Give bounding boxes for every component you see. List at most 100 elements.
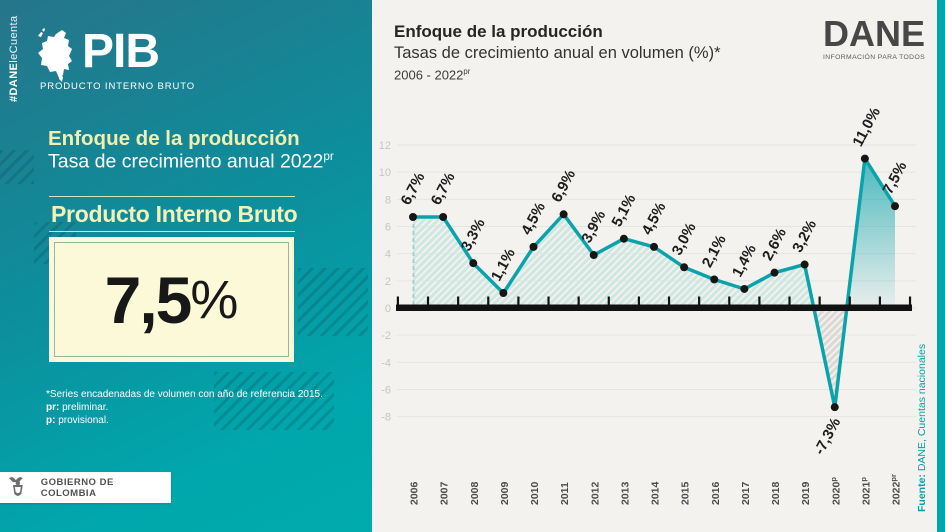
data-point-label: 7,5% bbox=[880, 159, 911, 197]
x-tick-label: 2010 bbox=[529, 481, 541, 505]
x-tick-label: 2021p bbox=[859, 477, 873, 505]
colombia-map-icon bbox=[38, 28, 72, 82]
data-point bbox=[409, 212, 417, 221]
panel-subheading-sup: pr bbox=[323, 150, 334, 163]
footnote-series: *Series encadenadas de volumen con año d… bbox=[46, 389, 323, 400]
chart-subtitle: Tasas de crecimiento anual en volumen (%… bbox=[394, 44, 721, 62]
panel-subheading: Tasa de crecimiento anual 2022pr bbox=[48, 150, 334, 174]
x-tick-label: 2008 bbox=[469, 481, 481, 505]
data-point-label: 1,4% bbox=[729, 242, 760, 280]
x-tick-label: 2014 bbox=[650, 481, 662, 505]
dane-logo-text: DANE bbox=[823, 13, 926, 54]
data-point-label: 3,0% bbox=[669, 220, 700, 258]
data-point-label: 5,1% bbox=[608, 191, 639, 229]
dane-logo-tagline: INFORMACIÓN PARA TODOS bbox=[823, 54, 926, 61]
data-point-label: 4,5% bbox=[639, 200, 670, 238]
y-tick-label: 12 bbox=[379, 140, 391, 152]
data-point-label: 6,7% bbox=[428, 170, 459, 208]
area-fill bbox=[813, 308, 847, 408]
data-point bbox=[499, 289, 508, 298]
data-point bbox=[559, 210, 568, 219]
data-point bbox=[469, 259, 478, 268]
divider-line bbox=[49, 231, 295, 232]
gdp-growth-value: 7,5 bbox=[104, 262, 193, 337]
indicator-title: Producto Interno Bruto bbox=[51, 201, 298, 227]
data-point bbox=[529, 242, 538, 251]
pib-logo-subtitle: PRODUCTO INTERNO BRUTO bbox=[40, 81, 196, 92]
data-point-label: 2,6% bbox=[759, 225, 790, 263]
data-point-label: -7,3% bbox=[811, 415, 844, 458]
left-panel: #DANEleCuenta PIB PRODUCTO INTERNO BRUTO… bbox=[0, 0, 372, 532]
data-point-label: 3,9% bbox=[578, 208, 609, 246]
data-point-label: 3,2% bbox=[789, 217, 820, 255]
footnote-pr-text: preliminar. bbox=[59, 402, 109, 413]
y-tick-label: 2 bbox=[385, 276, 391, 288]
panel-heading: Enfoque de la producción bbox=[48, 127, 300, 150]
gobierno-badge: GOBIERNO DE COLOMBIA bbox=[0, 472, 171, 503]
x-axis-line bbox=[396, 304, 912, 311]
y-tick-label: -4 bbox=[381, 357, 391, 369]
data-point bbox=[860, 154, 869, 163]
chart-year-range: 2006 - 2022pr bbox=[394, 67, 721, 82]
data-point-label: 6,7% bbox=[398, 170, 429, 208]
area-fill bbox=[846, 158, 895, 308]
x-tick-label: 2012 bbox=[589, 481, 601, 505]
x-tick-label: 2019 bbox=[800, 481, 812, 505]
footnote-pr-prefix: pr: bbox=[46, 402, 60, 413]
footnote-p: p: provisional. bbox=[46, 414, 323, 427]
data-point bbox=[619, 234, 628, 243]
data-point-label: 4,5% bbox=[518, 200, 549, 238]
right-edge-strip bbox=[937, 0, 945, 532]
chart-header: Enfoque de la producción Tasas de crecim… bbox=[394, 22, 721, 82]
y-tick-label: 6 bbox=[385, 222, 391, 234]
stripe-decoration bbox=[298, 268, 368, 336]
series-line bbox=[411, 156, 897, 409]
source-caption: Fuente: DANE, Cuentas nacionales bbox=[916, 344, 928, 512]
y-tick-label: -6 bbox=[381, 384, 391, 396]
data-point bbox=[770, 268, 779, 277]
chart-title: Enfoque de la producción bbox=[394, 22, 603, 41]
panel-subheading-text: Tasa de crecimiento anual 2022 bbox=[48, 150, 324, 173]
data-point-label: 11,0% bbox=[849, 105, 884, 150]
percent-sign: % bbox=[190, 269, 239, 330]
data-point bbox=[830, 403, 839, 412]
data-point bbox=[439, 212, 448, 221]
x-tick-label: 2020p bbox=[829, 477, 843, 505]
data-point-label: 1,1% bbox=[488, 246, 519, 284]
y-tick-label: -2 bbox=[381, 330, 391, 342]
x-tick-sup: p bbox=[829, 477, 838, 482]
x-tick-sup: p bbox=[859, 477, 868, 482]
x-tick-label: 2006 bbox=[409, 481, 421, 505]
footnote-p-prefix: p: bbox=[46, 415, 56, 426]
hashtag-rest: leCuenta bbox=[8, 15, 20, 63]
data-point bbox=[800, 260, 809, 269]
y-tick-label: 8 bbox=[385, 194, 391, 206]
chart-year-range-sup: pr bbox=[463, 67, 471, 76]
stripe-decoration bbox=[214, 372, 334, 430]
x-tick-label: 2016 bbox=[710, 481, 722, 505]
x-tick-label: 2022pr bbox=[889, 474, 903, 505]
dane-logo: DANE INFORMACIÓN PARA TODOS bbox=[823, 13, 926, 62]
data-point-label: 2,1% bbox=[699, 232, 730, 270]
source-prefix: Fuente: bbox=[916, 474, 928, 512]
stripe-decoration bbox=[0, 150, 34, 184]
y-tick-label: 10 bbox=[379, 167, 391, 179]
data-point bbox=[650, 242, 658, 251]
footnotes: *Series encadenadas de volumen con año d… bbox=[46, 388, 323, 427]
chart-year-range-text: 2006 - 2022 bbox=[394, 67, 464, 83]
y-tick-label: 4 bbox=[385, 249, 391, 261]
data-point bbox=[740, 284, 749, 293]
x-tick-sup: pr bbox=[889, 474, 898, 482]
x-tick-label: 2009 bbox=[499, 481, 511, 505]
y-tick-label: 0 bbox=[385, 303, 391, 315]
footnote-pr: pr: preliminar. bbox=[46, 401, 323, 414]
data-point bbox=[710, 275, 719, 284]
area-fill bbox=[413, 214, 814, 308]
pib-logo-text: PIB bbox=[82, 25, 160, 78]
data-point bbox=[891, 202, 899, 211]
data-point bbox=[589, 251, 598, 260]
divider-line bbox=[49, 196, 295, 197]
source-text: DANE, Cuentas nacionales bbox=[916, 343, 928, 475]
data-point-label: 6,9% bbox=[548, 167, 579, 205]
